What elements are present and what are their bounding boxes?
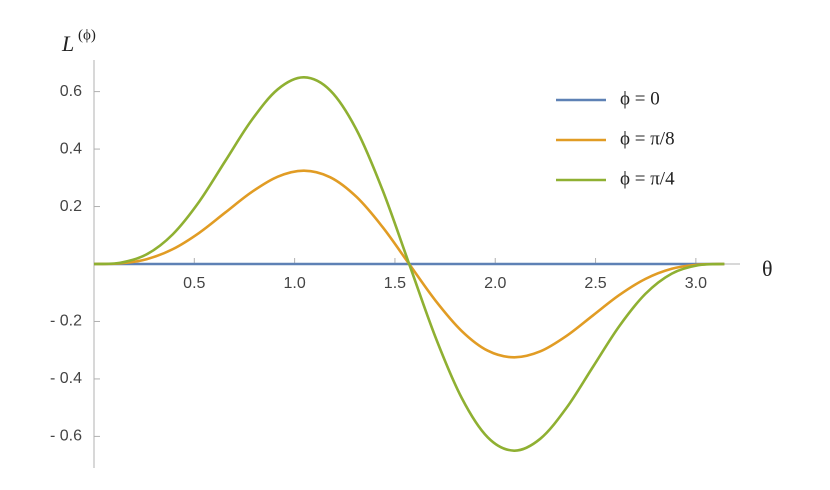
x-tick-label: 1.5 (384, 275, 406, 292)
y-tick-label: - 0.4 (50, 370, 82, 387)
x-tick-label: 2.0 (484, 275, 506, 292)
y-axis-label: L (61, 31, 74, 56)
x-tick-label: 2.5 (584, 275, 606, 292)
y-axis-label-superscript: (ϕ) (78, 27, 96, 43)
x-axis-label: θ (762, 256, 773, 281)
legend-label: ϕ = π/4 (620, 168, 675, 189)
x-tick-label: 0.5 (183, 275, 205, 292)
legend-label: ϕ = 0 (620, 88, 660, 109)
y-tick-label: 0.4 (60, 140, 82, 157)
x-tick-label: 3.0 (685, 275, 707, 292)
legend-label: ϕ = π/8 (620, 128, 675, 149)
series-line (93, 76, 725, 452)
y-tick-label: 0.2 (60, 198, 82, 215)
y-tick-label: - 0.2 (50, 313, 82, 330)
y-tick-label: - 0.6 (50, 428, 82, 445)
x-tick-label: 1.0 (283, 275, 305, 292)
y-tick-label: 0.6 (60, 83, 82, 100)
